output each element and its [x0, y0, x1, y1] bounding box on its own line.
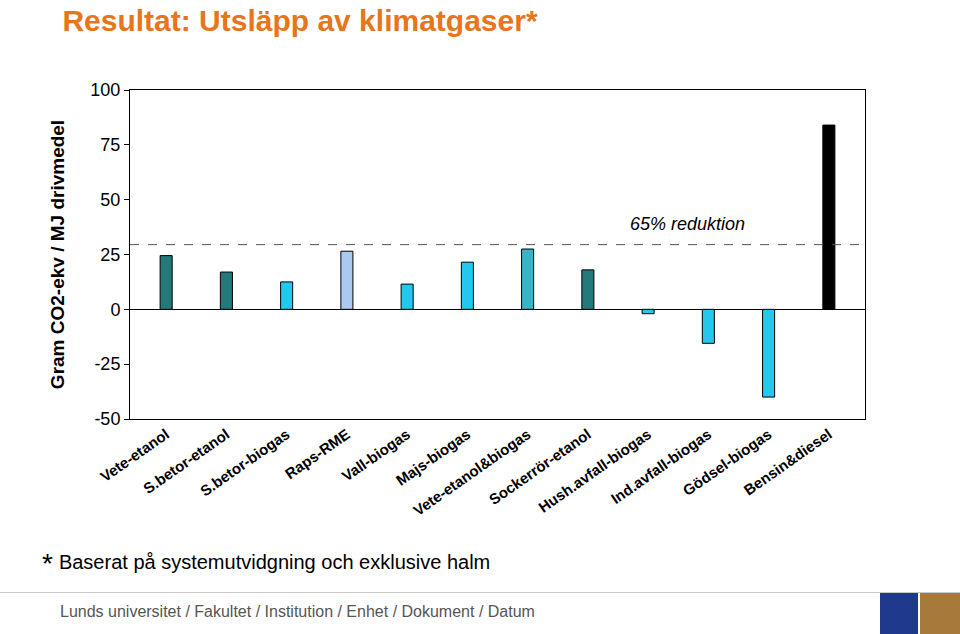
- svg-text:65% reduktion: 65% reduktion: [630, 214, 745, 234]
- svg-text:Ind.avfall-biogas: Ind.avfall-biogas: [608, 425, 715, 507]
- html-text:Lunds universitet / Fakultet /: Lunds universitet / Fakultet / Instituti…: [60, 603, 535, 620]
- svg-text:Resultat: Utsläpp av klimatgas: Resultat: Utsläpp av klimatgaser*: [62, 4, 537, 37]
- svg-text:50: 50: [100, 190, 120, 210]
- svg-text:0: 0: [110, 300, 120, 320]
- svg-text:Raps-RME: Raps-RME: [282, 425, 353, 482]
- svg-text:100: 100: [90, 80, 120, 100]
- svg-text:-25: -25: [94, 354, 120, 374]
- svg-text:Majs-biogas: Majs-biogas: [393, 425, 474, 489]
- svg-text:Sockerrör-etanol: Sockerrör-etanol: [486, 425, 594, 508]
- svg-text:Vete-etanol: Vete-etanol: [97, 425, 172, 485]
- svg-text:S.betor-biogas: S.betor-biogas: [197, 425, 293, 499]
- svg-text:75: 75: [100, 135, 120, 155]
- svg-text:25: 25: [100, 245, 120, 265]
- svg-text:Gödsel-biogas: Gödsel-biogas: [680, 425, 775, 499]
- svg-text:Vete-etanol&biogas: Vete-etanol&biogas: [410, 425, 534, 519]
- svg-text:Hush.avfall-biogas: Hush.avfall-biogas: [535, 425, 654, 515]
- svg-text:Gram CO2-ekv / MJ drivmedel: Gram CO2-ekv / MJ drivmedel: [47, 120, 68, 389]
- svg-text:-50: -50: [94, 409, 120, 429]
- svg-text:Vall-biogas: Vall-biogas: [339, 425, 414, 484]
- svg-text:Bensin&diesel: Bensin&diesel: [740, 425, 834, 498]
- html-text:* Baserat på systemutvidgning: * Baserat på systemutvidgning och exklus…: [42, 548, 491, 579]
- svg-text:S.betor-etanol: S.betor-etanol: [140, 425, 232, 497]
